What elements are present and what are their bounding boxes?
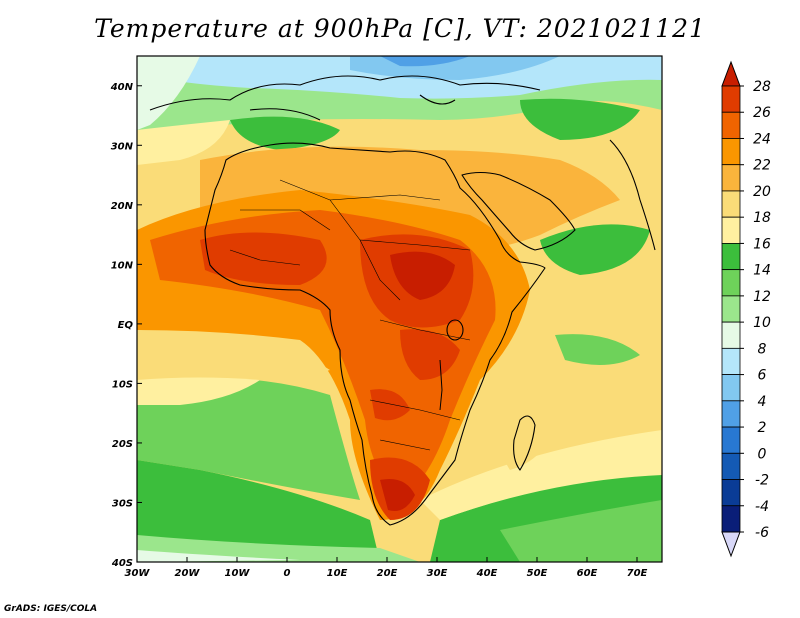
lat-tick-label: 10S xyxy=(112,379,133,390)
colorbar-label: -6 xyxy=(755,525,769,541)
map-title: Temperature at 900hPa [C], VT: 202102112… xyxy=(94,14,706,43)
lon-tick-label: 50E xyxy=(527,568,548,579)
lon-tick-label: 60E xyxy=(577,568,598,579)
colorbar-swatch xyxy=(721,295,741,323)
lon-tick-label: 40E xyxy=(476,568,498,579)
colorbar-label: 10 xyxy=(753,315,771,331)
colorbar-swatch xyxy=(721,374,741,402)
colorbar-swatch xyxy=(721,505,741,533)
lat-tick-label: 30S xyxy=(112,498,133,509)
colorbar-label: 28 xyxy=(753,79,771,95)
lon-tick-label: 0 xyxy=(284,568,291,579)
colorbar-swatch xyxy=(721,190,741,218)
colorbar-bottom-arrow xyxy=(721,531,741,558)
colorbar-top-arrow xyxy=(721,60,741,87)
lat-tick-label: 40S xyxy=(111,558,133,569)
colorbar-label: -2 xyxy=(755,473,769,489)
colorbar-label: 20 xyxy=(753,184,771,200)
colorbar-swatch xyxy=(721,479,741,507)
colorbar-swatch xyxy=(721,111,741,139)
colorbar-label: 24 xyxy=(753,131,771,147)
colorbar-swatch xyxy=(721,347,741,375)
colorbar-label: 6 xyxy=(758,368,767,384)
lon-tick-label: 30W xyxy=(125,568,151,579)
lat-tick-label: 30N xyxy=(111,141,134,152)
lon-tick-label: 20W xyxy=(175,568,201,579)
colorbar-label: 16 xyxy=(753,236,771,252)
colorbar-swatch xyxy=(721,321,741,349)
colorbar-label: 22 xyxy=(753,158,771,174)
coastline-layer xyxy=(149,75,656,526)
colorbar-swatch xyxy=(721,216,741,244)
lat-tick-label: EQ xyxy=(118,320,134,331)
colorbar-label: 26 xyxy=(753,105,771,121)
colorbar-swatch xyxy=(721,164,741,192)
colorbar-swatch xyxy=(721,452,741,480)
colorbar-swatch xyxy=(721,426,741,454)
colorbar-label: 12 xyxy=(753,289,771,305)
colorbar-label: -4 xyxy=(755,499,769,515)
lon-axis: 30W 20W 10W 0 10E 20E 30E 40E 50E 60E 70E xyxy=(125,557,648,579)
colorbar-swatch xyxy=(721,85,741,113)
lat-tick-label: 10N xyxy=(111,260,134,271)
lon-tick-label: 10E xyxy=(327,568,348,579)
lat-tick-label: 20N xyxy=(111,201,134,212)
colorbar-label: 4 xyxy=(758,394,767,410)
lat-tick-label: 20S xyxy=(112,439,133,450)
colorbar-label: 14 xyxy=(753,263,771,279)
temperature-field xyxy=(137,56,662,562)
lat-axis: 40S 30S 20S 10S EQ 10N 20N 30N 40N xyxy=(110,82,142,569)
colorbar-swatch xyxy=(721,138,741,166)
colorbar-label: 2 xyxy=(758,420,767,436)
lon-tick-label: 30E xyxy=(427,568,448,579)
colorbar-swatch xyxy=(721,400,741,428)
colorbar-label: 18 xyxy=(753,210,771,226)
colorbar-swatch xyxy=(721,269,741,297)
lon-tick-label: 10W xyxy=(225,568,251,579)
footer-credit: GrADS: IGES/COLA xyxy=(4,604,98,614)
lon-tick-label: 20E xyxy=(377,568,398,579)
colorbar-label: 0 xyxy=(758,446,767,462)
lon-tick-label: 70E xyxy=(627,568,648,579)
colorbar-label: 8 xyxy=(758,341,767,357)
colorbar-swatch xyxy=(721,243,741,271)
plot-frame xyxy=(136,55,663,563)
lat-tick-label: 40N xyxy=(110,82,134,93)
